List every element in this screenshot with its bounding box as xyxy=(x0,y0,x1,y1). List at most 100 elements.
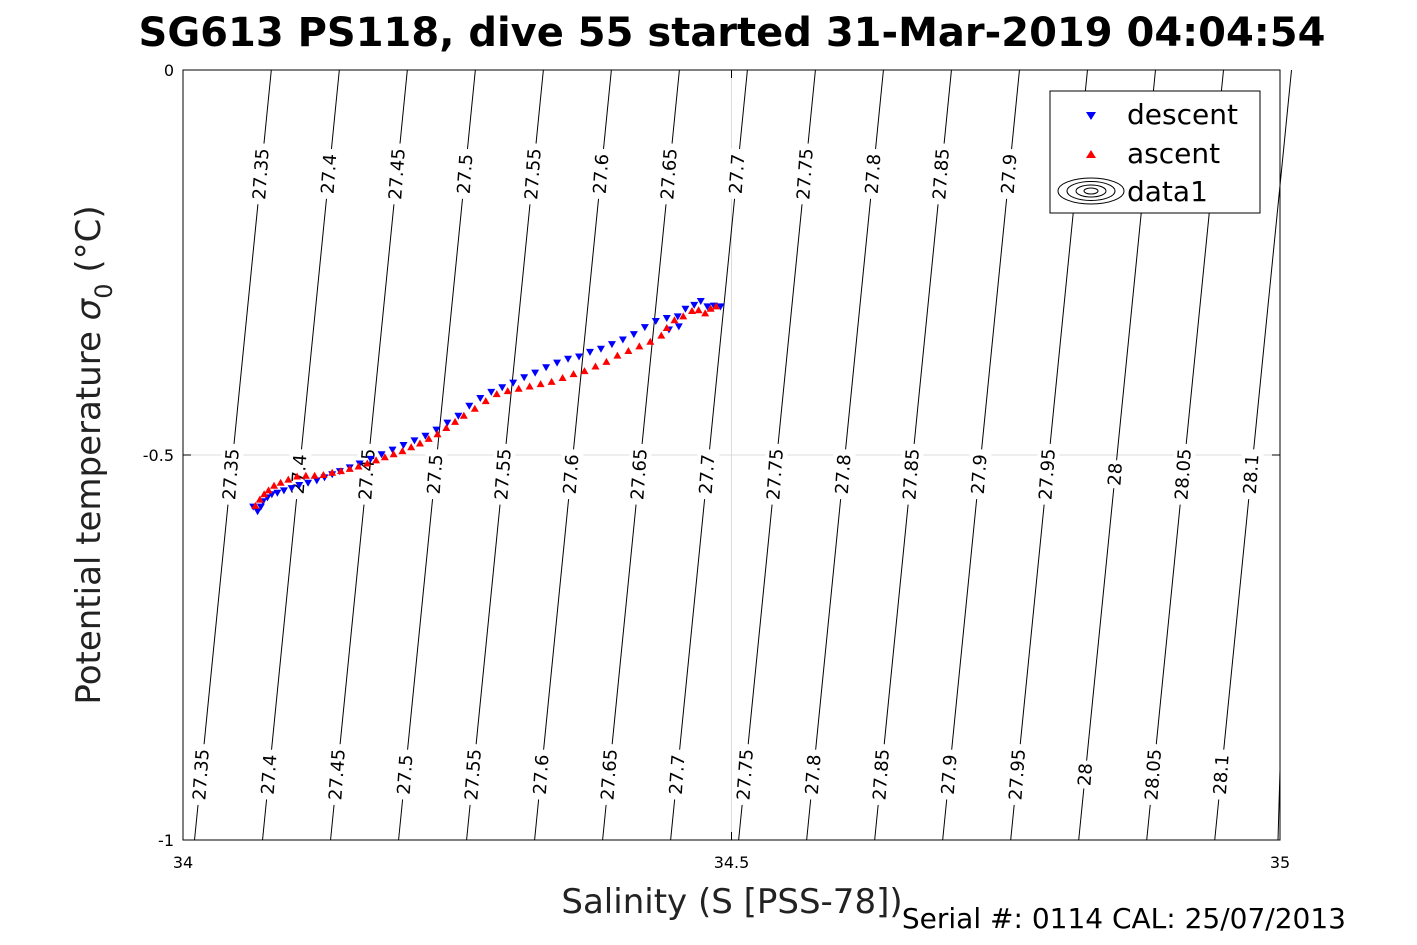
contour-label: 27.7 xyxy=(724,148,750,200)
descent-point xyxy=(377,451,386,459)
ascent-point xyxy=(569,370,578,378)
contour-label: 27.5 xyxy=(392,748,418,801)
contour-label-text: 27.9 xyxy=(968,454,992,495)
descent-point xyxy=(253,508,262,516)
descent-point xyxy=(520,374,529,382)
contour-label-text: 27.7 xyxy=(666,754,690,795)
contour-label: 27.95 xyxy=(1004,743,1031,806)
descent-point xyxy=(304,479,313,487)
contour-label-bg xyxy=(247,142,275,206)
ascent-point xyxy=(442,424,451,432)
contour-label: 27.35 xyxy=(217,443,245,506)
ascent-point xyxy=(613,351,622,359)
contour-label-text: 27.5 xyxy=(454,153,478,194)
y-axis-label-subscript: 0 xyxy=(90,283,118,298)
legend-ascent-marker xyxy=(1086,150,1096,158)
chart-title: SG613 PS118, dive 55 started 31-Mar-2019… xyxy=(139,10,1326,56)
y-axis-label: Potential temperature σ0 (°C) xyxy=(69,205,118,704)
descent-point xyxy=(618,336,627,344)
contour-label-text: 27.6 xyxy=(560,454,584,495)
descent-point xyxy=(596,345,605,353)
ascent-point xyxy=(459,411,468,419)
ascent-point xyxy=(433,430,442,438)
ascent-point xyxy=(264,486,273,494)
contour-label-bg xyxy=(860,148,886,200)
ascent-point xyxy=(407,443,416,451)
y-tick-label: 0 xyxy=(164,61,174,80)
contour-label-bg xyxy=(1004,743,1031,806)
descent-point xyxy=(312,477,321,485)
contour-label-bg xyxy=(732,743,759,806)
descent-point xyxy=(421,432,430,440)
ascent-point xyxy=(635,342,644,350)
descent-point xyxy=(355,460,364,468)
descent-point xyxy=(629,331,638,339)
y-axis-label-main: Potential temperature xyxy=(69,320,109,704)
ascent-point xyxy=(270,481,279,489)
ascent-point xyxy=(336,467,345,475)
ascent-point xyxy=(694,306,703,314)
descent-point xyxy=(256,503,265,511)
contour-label: 27.9 xyxy=(936,748,962,801)
contour-label: 27.6 xyxy=(528,748,554,801)
serial-calibration-footer: Serial #: 0114 CAL: 25/07/2013 xyxy=(902,902,1346,935)
y-tick-label: -1 xyxy=(158,831,174,850)
contour-label-bg xyxy=(800,748,826,801)
contour-label-text: 27.75 xyxy=(763,448,788,501)
descent-point xyxy=(366,455,375,463)
contour-label: 27.8 xyxy=(800,748,826,801)
contour-label-bg xyxy=(791,142,819,206)
contour-label: 27.75 xyxy=(732,743,759,806)
descent-point xyxy=(607,341,616,349)
descent-point xyxy=(696,298,705,305)
contour-label-bg xyxy=(256,748,282,801)
contour-label-bg xyxy=(762,443,789,506)
contour-label: 28.05 xyxy=(1170,443,1197,506)
contour-label-text: 28 xyxy=(1104,462,1127,486)
ascent-point xyxy=(255,495,264,503)
ascent-point xyxy=(503,387,512,395)
data-points xyxy=(249,298,725,516)
contour-label: 28 xyxy=(1073,759,1098,790)
descent-point xyxy=(295,482,304,490)
contour-label-text: 27.5 xyxy=(394,754,418,795)
y-axis-label-unit: (°C) xyxy=(69,205,109,283)
ascent-point xyxy=(646,337,655,345)
descent-point xyxy=(476,395,485,403)
descent-point xyxy=(564,355,573,363)
contour-label: 27.9 xyxy=(996,148,1022,200)
descent-point xyxy=(498,384,507,392)
contour-label-bg xyxy=(392,748,418,801)
descent-point xyxy=(287,485,296,493)
contour-label: 27.8 xyxy=(860,148,886,200)
contour-label-bg xyxy=(694,448,720,500)
contour-label: 27.35 xyxy=(247,142,275,206)
descent-point xyxy=(673,313,682,321)
contour-label-text: 27.65 xyxy=(657,148,682,201)
contour-label-text: 27.65 xyxy=(597,748,622,801)
ascent-point xyxy=(284,475,293,483)
descent-point xyxy=(681,305,690,313)
contour-label: 27.65 xyxy=(625,443,653,506)
descent-point xyxy=(542,364,551,372)
descent-point xyxy=(651,318,660,326)
ascent-point xyxy=(363,459,372,467)
ascent-point xyxy=(310,471,319,479)
contour-label-text: 27.4 xyxy=(258,754,282,795)
ascent-point xyxy=(536,380,545,388)
ascent-point xyxy=(424,434,433,442)
legend-descent-marker xyxy=(1086,112,1096,120)
descent-point xyxy=(662,314,671,322)
legend-descent-label: descent xyxy=(1127,98,1238,131)
contour-label-bg xyxy=(927,142,955,206)
descent-point xyxy=(279,487,288,495)
legend-data1-label: data1 xyxy=(1127,175,1208,208)
contour-label-bg xyxy=(1034,443,1061,506)
contour-label-bg xyxy=(519,142,547,206)
contour-label-bg xyxy=(625,443,653,506)
ascent-point xyxy=(679,312,688,320)
contour-label-text: 27.9 xyxy=(938,754,962,795)
contour-label-bg xyxy=(353,443,381,506)
contour-label: 28.05 xyxy=(1140,743,1167,806)
contour-label: 27.4 xyxy=(256,748,282,801)
